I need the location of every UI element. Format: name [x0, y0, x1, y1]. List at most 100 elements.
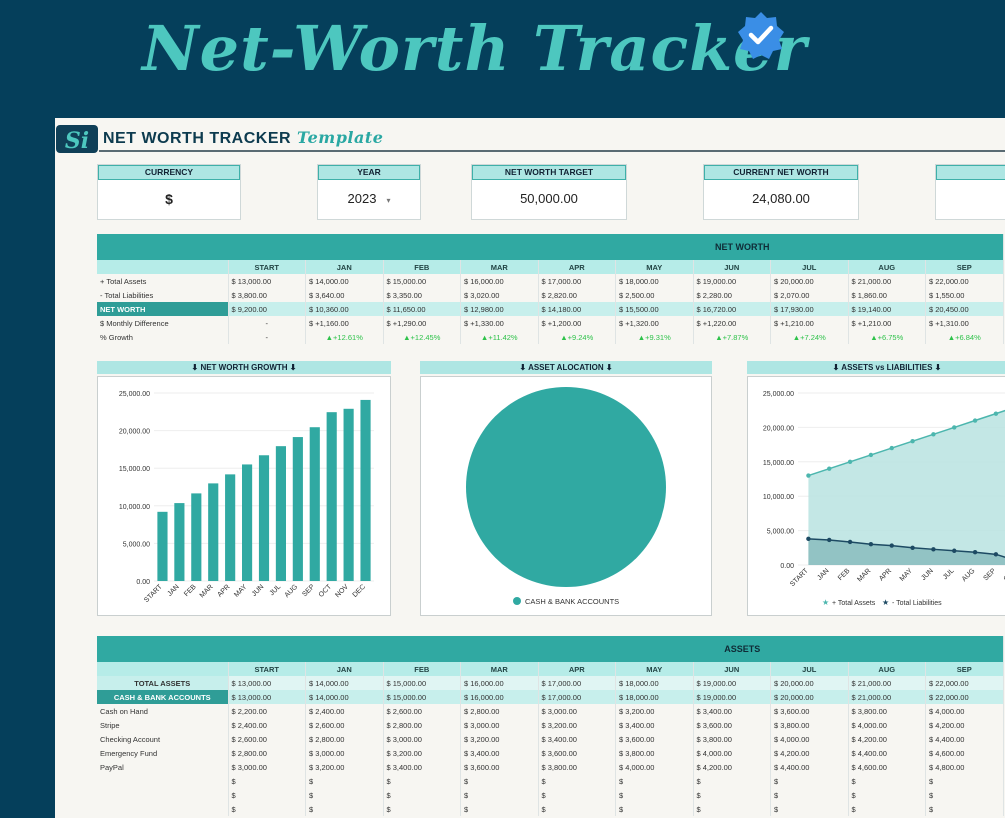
table-cell[interactable]: ▲+9.24%	[538, 330, 616, 344]
table-cell[interactable]: $ 3,200.00	[538, 718, 616, 732]
table-cell[interactable]: $	[848, 774, 926, 788]
table-cell[interactable]: $ 20,000.00	[770, 690, 849, 704]
table-cell[interactable]: $ 19,000.00	[693, 676, 771, 690]
table-cell[interactable]: $ 3,000.00	[305, 746, 384, 760]
table-cell[interactable]: $ +1,220.00	[693, 316, 771, 330]
table-cell[interactable]: $ 16,000.00	[460, 690, 539, 704]
table-cell[interactable]: $ +1,330.00	[460, 316, 539, 330]
table-cell[interactable]: $	[228, 774, 306, 788]
table-cell[interactable]: $ +1,210.00	[770, 316, 849, 330]
table-cell[interactable]: $ 2,280.00	[693, 288, 771, 302]
table-cell[interactable]: ▲+12.45%	[383, 330, 461, 344]
table-cell[interactable]: $ 20,000.00	[770, 274, 849, 288]
table-cell[interactable]: $ 3,000.00	[228, 760, 306, 774]
table-cell[interactable]: $ 22,000.00	[925, 690, 1004, 704]
table-cell[interactable]: $ 3,600.00	[770, 704, 849, 718]
table-cell[interactable]: $	[848, 802, 926, 816]
table-cell[interactable]: ▲+6.75%	[848, 330, 926, 344]
table-cell[interactable]: ▲+7.87%	[693, 330, 771, 344]
table-cell[interactable]: $ 18,000.00	[615, 676, 694, 690]
kpi-net-worth-target[interactable]: NET WORTH TARGET 50,000.00	[471, 164, 627, 220]
table-cell[interactable]: $ 3,200.00	[460, 732, 539, 746]
table-cell[interactable]: $	[848, 788, 926, 802]
table-cell[interactable]: $ 17,000.00	[538, 690, 616, 704]
table-cell[interactable]: $ 13,000.00	[228, 690, 306, 704]
table-cell[interactable]: $ 4,200.00	[848, 732, 926, 746]
table-cell[interactable]: $ 4,800.00	[925, 760, 1004, 774]
table-cell[interactable]: $ 4,200.00	[925, 718, 1004, 732]
table-cell[interactable]: $ 3,640.00	[305, 288, 384, 302]
table-cell[interactable]: $ 17,930.00	[770, 302, 849, 316]
table-cell[interactable]: $ 2,800.00	[460, 704, 539, 718]
table-cell[interactable]: $ 21,000.00	[848, 676, 926, 690]
table-cell[interactable]: $ 14,000.00	[305, 274, 384, 288]
table-cell[interactable]: $ +1,210.00	[848, 316, 926, 330]
table-cell[interactable]: $ 4,000.00	[848, 718, 926, 732]
table-cell[interactable]: $ 3,800.00	[615, 746, 694, 760]
table-cell[interactable]: $ 14,180.00	[538, 302, 616, 316]
table-cell[interactable]: $	[460, 802, 539, 816]
table-cell[interactable]: $	[693, 774, 771, 788]
kpi-currency-value[interactable]: $	[165, 191, 173, 207]
table-cell[interactable]: $	[383, 788, 461, 802]
table-cell[interactable]: $ 3,800.00	[228, 288, 306, 302]
table-cell[interactable]: $ 2,600.00	[305, 718, 384, 732]
table-cell[interactable]: $ +1,310.00	[925, 316, 1004, 330]
table-cell[interactable]: $	[615, 788, 694, 802]
table-cell[interactable]: $ 12,980.00	[460, 302, 539, 316]
table-cell[interactable]: $ 22,000.00	[925, 676, 1004, 690]
table-cell[interactable]: $ 16,720.00	[693, 302, 771, 316]
table-cell[interactable]: $	[693, 788, 771, 802]
table-cell[interactable]: $ 19,000.00	[693, 690, 771, 704]
kpi-year[interactable]: YEAR 2023 ▾	[317, 164, 421, 220]
table-cell[interactable]: $ +1,320.00	[615, 316, 694, 330]
table-cell[interactable]: $	[383, 774, 461, 788]
table-cell[interactable]: $ 17,000.00	[538, 274, 616, 288]
kpi-currency[interactable]: CURRENCY $	[97, 164, 241, 220]
table-cell[interactable]: $ 3,800.00	[538, 760, 616, 774]
table-cell[interactable]: $ 3,400.00	[383, 760, 461, 774]
table-cell[interactable]: $ 3,400.00	[460, 746, 539, 760]
table-cell[interactable]: $	[693, 802, 771, 816]
table-cell[interactable]: $	[460, 788, 539, 802]
table-cell[interactable]: $ 2,600.00	[228, 732, 306, 746]
table-cell[interactable]: $ 2,400.00	[228, 718, 306, 732]
table-cell[interactable]: $	[770, 802, 849, 816]
table-cell[interactable]: $	[770, 774, 849, 788]
table-cell[interactable]: $ 13,000.00	[228, 274, 306, 288]
table-cell[interactable]: $ 16,000.00	[460, 274, 539, 288]
table-cell[interactable]: $ 3,020.00	[460, 288, 539, 302]
table-cell[interactable]: $	[770, 788, 849, 802]
table-cell[interactable]: $ +1,290.00	[383, 316, 461, 330]
table-cell[interactable]: ▲+9.31%	[615, 330, 694, 344]
table-cell[interactable]: $ 2,200.00	[228, 704, 306, 718]
table-cell[interactable]: $ +1,200.00	[538, 316, 616, 330]
table-cell[interactable]: $ 4,200.00	[693, 760, 771, 774]
table-cell[interactable]: $ 3,600.00	[460, 760, 539, 774]
table-cell[interactable]: $	[460, 774, 539, 788]
table-cell[interactable]: $ 2,800.00	[305, 732, 384, 746]
table-cell[interactable]: $ 20,000.00	[770, 676, 849, 690]
table-cell[interactable]: $ 4,000.00	[615, 760, 694, 774]
table-cell[interactable]: $	[925, 774, 1004, 788]
table-cell[interactable]: $ 3,000.00	[538, 704, 616, 718]
table-cell[interactable]: $	[383, 802, 461, 816]
table-cell[interactable]: ▲+11.42%	[460, 330, 539, 344]
table-cell[interactable]: $ 3,800.00	[848, 704, 926, 718]
table-cell[interactable]: $ 2,070.00	[770, 288, 849, 302]
table-cell[interactable]: $ 14,000.00	[305, 690, 384, 704]
table-cell[interactable]: $ 4,000.00	[693, 746, 771, 760]
table-cell[interactable]: $ 4,600.00	[848, 760, 926, 774]
table-cell[interactable]: $ 3,600.00	[693, 718, 771, 732]
table-cell[interactable]: -	[228, 330, 306, 344]
table-cell[interactable]: $	[228, 788, 306, 802]
table-cell[interactable]: $ 2,800.00	[383, 718, 461, 732]
table-cell[interactable]: $ 15,000.00	[383, 676, 461, 690]
table-cell[interactable]: $	[615, 774, 694, 788]
table-cell[interactable]: $ 3,400.00	[615, 718, 694, 732]
table-cell[interactable]: $ 3,000.00	[460, 718, 539, 732]
table-cell[interactable]: $ 4,000.00	[770, 732, 849, 746]
table-cell[interactable]: $ 18,000.00	[615, 690, 694, 704]
table-cell[interactable]: $ 1,550.00	[925, 288, 1004, 302]
table-cell[interactable]: $ 3,000.00	[383, 732, 461, 746]
